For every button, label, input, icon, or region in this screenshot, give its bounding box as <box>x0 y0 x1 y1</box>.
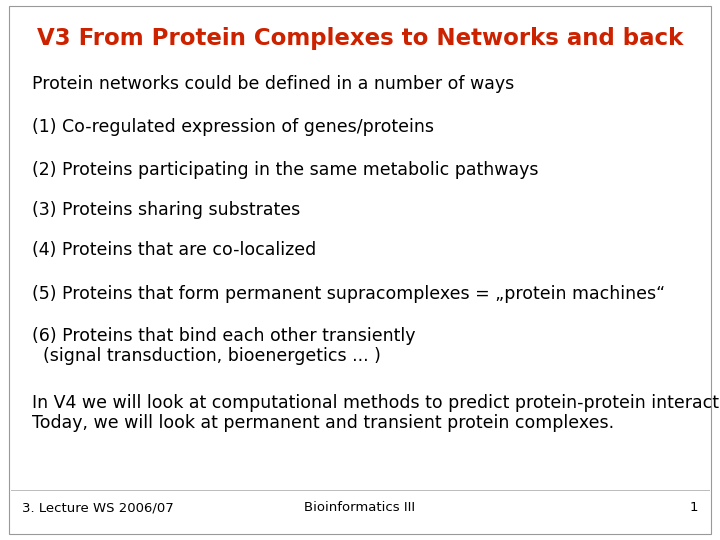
Text: (6) Proteins that bind each other transiently: (6) Proteins that bind each other transi… <box>32 327 416 345</box>
Text: (2) Proteins participating in the same metabolic pathways: (2) Proteins participating in the same m… <box>32 161 539 179</box>
Text: (4) Proteins that are co-localized: (4) Proteins that are co-localized <box>32 241 317 259</box>
Text: Protein networks could be defined in a number of ways: Protein networks could be defined in a n… <box>32 75 515 92</box>
Text: In V4 we will look at computational methods to predict protein-protein interacti: In V4 we will look at computational meth… <box>32 394 720 412</box>
Text: (3) Proteins sharing substrates: (3) Proteins sharing substrates <box>32 201 301 219</box>
Text: 3. Lecture WS 2006/07: 3. Lecture WS 2006/07 <box>22 501 174 514</box>
Text: Today, we will look at permanent and transient protein complexes.: Today, we will look at permanent and tra… <box>32 414 615 432</box>
Text: 1: 1 <box>690 501 698 514</box>
Text: Bioinformatics III: Bioinformatics III <box>305 501 415 514</box>
Text: (5) Proteins that form permanent supracomplexes = „protein machines“: (5) Proteins that form permanent supraco… <box>32 285 665 302</box>
Text: (signal transduction, bioenergetics ... ): (signal transduction, bioenergetics ... … <box>32 347 382 364</box>
Text: (1) Co-regulated expression of genes/proteins: (1) Co-regulated expression of genes/pro… <box>32 118 434 136</box>
Text: V3 From Protein Complexes to Networks and back: V3 From Protein Complexes to Networks an… <box>37 27 683 50</box>
